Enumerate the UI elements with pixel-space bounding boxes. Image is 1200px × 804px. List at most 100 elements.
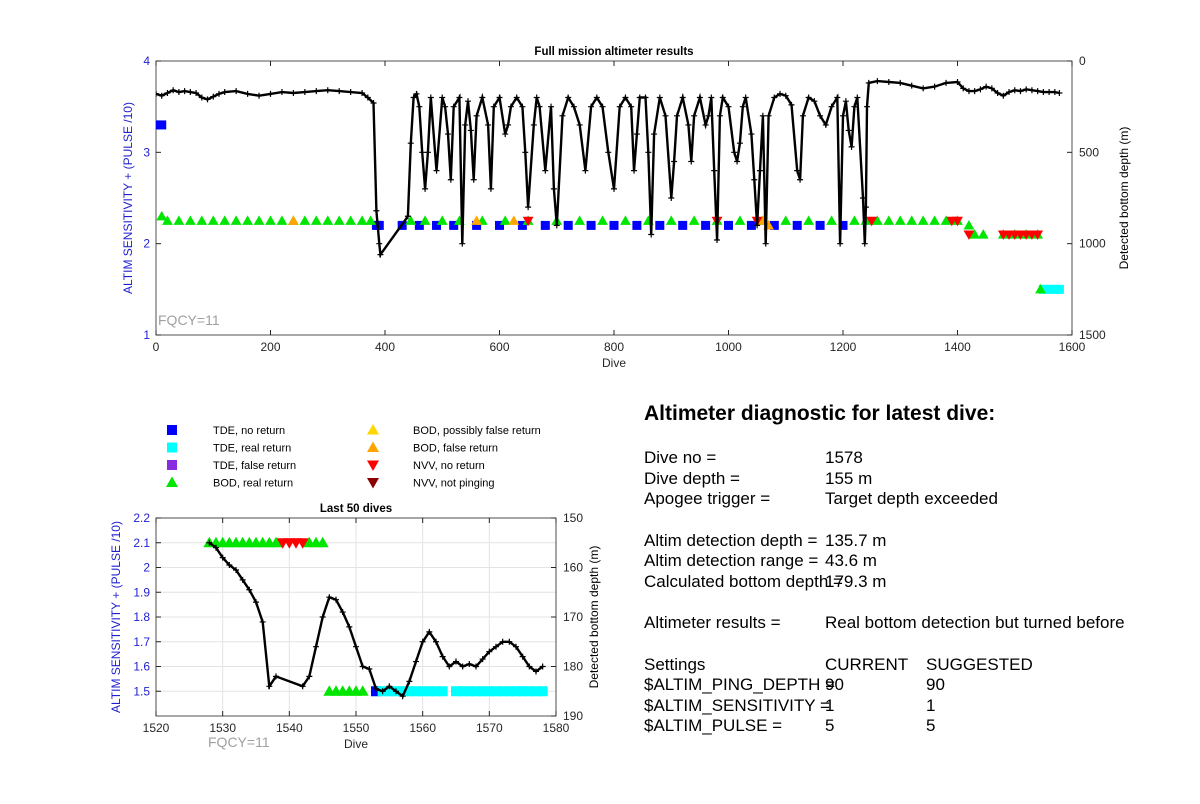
pulse-suggested: 5 [926,716,936,735]
depth-point [487,185,494,192]
depth-point [671,158,678,165]
depth-point [756,167,763,174]
legend-marker [167,460,177,470]
depth-point [845,127,852,134]
depth-point [771,94,778,101]
detection-depth-label: Altim detection depth = [644,530,818,550]
depth-point [416,103,423,110]
depth-point [734,158,741,165]
x-tick-label: 400 [375,340,395,354]
series-point [356,685,369,696]
series-point [471,686,481,697]
depth-point [525,204,532,211]
depth-point [759,112,766,119]
x-tick-label: 0 [153,340,160,354]
depth-point [954,79,961,86]
diagnostic-title: Altimeter diagnostic for latest dive: [644,402,996,425]
depth-point [965,88,972,95]
depth-point [213,544,219,551]
legend-label: BOD, real return [213,478,293,490]
series-point [437,686,448,697]
depth-point [1006,89,1013,96]
depth-point [553,222,560,229]
depth-point [256,92,263,99]
ping-depth-row: $ALTIM_PING_DEPTH = 90 90 [644,675,1164,696]
series-point [574,215,586,225]
series-point [417,686,428,697]
ping-depth-suggested: 90 [926,675,945,694]
depth-point [628,103,635,110]
depth-point [593,94,600,101]
x-tick-label: 1600 [1059,340,1086,354]
depth-point [754,222,761,229]
series-point [471,215,482,225]
depth-point [837,240,844,247]
legend-label: BOD, possibly false return [413,425,541,437]
depth-point [404,213,411,220]
series-point [365,215,377,225]
depth-point [943,79,950,86]
series-point [411,686,421,697]
depth-point [313,643,319,650]
series-point [940,215,952,225]
series-point [540,220,550,230]
legend-marker [367,424,379,435]
dive-depth-value: 155 m [825,468,873,488]
depth-point [353,643,359,650]
depth-point [805,94,812,101]
depth-point [204,96,211,103]
depth-point [399,693,406,700]
dive-no-label: Dive no = [644,448,717,467]
depth-point [685,121,692,128]
x-tick-label: 800 [604,340,624,354]
series-point [414,220,424,230]
depth-point [702,121,709,128]
series-point [517,220,527,230]
depth-point [782,92,789,99]
series-layer [203,536,548,700]
series-point [838,220,848,230]
series-point [270,536,282,548]
depth-point [422,185,429,192]
depth-point [920,85,927,92]
legend-marker [367,478,379,489]
series-point [665,215,677,225]
series-point [173,215,185,225]
depth-point [931,83,938,90]
depth-point [433,638,439,645]
depth-point [1011,87,1018,94]
y2-tick-label: 1500 [1079,328,1106,342]
detection-range-label: Altim detection range = [644,551,819,570]
series-point [431,686,441,697]
x-axis-label: Dive [344,737,368,751]
depth-point [373,207,380,214]
series-point [963,220,975,230]
depth-point [187,89,194,96]
bottom-depth-value: 179.3 m [825,571,887,591]
depth-point [210,93,217,100]
series-point [609,220,619,230]
depth-point [748,131,755,138]
series-point [242,215,253,225]
depth-point [656,94,663,101]
series-point [871,215,883,225]
chart-panel-1: 1520 1530 1540 1550 1560 1570 1580 1.5 1.6 1.7 1.8… [109,503,601,751]
bottom-depth-row: Calculated bottom depth = 179.3 m [644,572,1164,593]
x-tick-label: 1560 [409,721,436,735]
depth-point [490,103,497,110]
series-point [803,215,815,225]
depth-point [450,103,457,110]
pulse-row: $ALTIM_PULSE = 5 5 [644,716,1164,737]
depth-point [393,688,399,695]
depth-point [605,149,612,156]
depth-point [668,195,675,201]
depth-point [339,609,346,616]
series-point [769,220,779,230]
depth-point [751,176,758,183]
series-point [288,215,299,225]
y2-tick-label: 170 [563,610,583,624]
depth-point [834,94,841,101]
depth-point [439,94,446,101]
y-tick-label: 2.1 [133,536,150,550]
series-point [792,220,802,230]
